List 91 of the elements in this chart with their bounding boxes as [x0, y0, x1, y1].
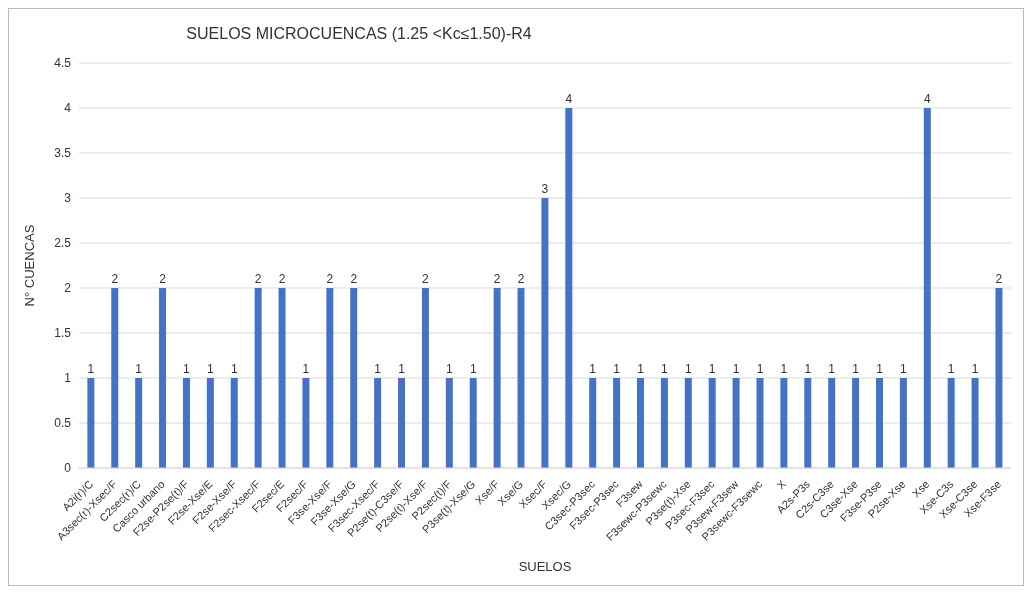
y-tick-label: 4.5	[54, 56, 72, 71]
data-label: 2	[326, 272, 334, 286]
y-tick-label: 2.5	[54, 236, 72, 251]
bar	[469, 378, 477, 468]
data-label: 1	[87, 362, 95, 376]
data-label: 4	[923, 92, 931, 106]
data-label: 1	[732, 362, 740, 376]
bar	[947, 378, 955, 468]
data-label: 1	[135, 362, 143, 376]
y-tick-label: 3	[64, 191, 72, 206]
bar	[708, 378, 716, 468]
bar	[230, 378, 238, 468]
data-label: 1	[852, 362, 860, 376]
y-tick-label: 4	[64, 101, 72, 116]
bar	[421, 288, 429, 468]
data-label: 2	[254, 272, 262, 286]
bar	[87, 378, 95, 468]
bar	[398, 378, 406, 468]
bar	[159, 288, 167, 468]
bar	[732, 378, 740, 468]
data-label: 1	[971, 362, 979, 376]
y-tick-label: 0.5	[54, 416, 72, 431]
data-label: 1	[469, 362, 477, 376]
bar	[589, 378, 597, 468]
bar	[278, 288, 286, 468]
data-label: 1	[708, 362, 716, 376]
bar	[541, 198, 549, 468]
data-label: 1	[374, 362, 382, 376]
bar	[756, 378, 764, 468]
data-label: 3	[541, 182, 549, 196]
y-tick-label: 0	[64, 461, 72, 476]
bar	[828, 378, 836, 468]
bar	[995, 288, 1003, 468]
y-tick-label: 1.5	[54, 326, 72, 341]
data-label: 1	[756, 362, 764, 376]
bar	[111, 288, 119, 468]
data-label: 1	[900, 362, 908, 376]
data-label: 2	[278, 272, 286, 286]
bar	[374, 378, 382, 468]
data-label: 1	[876, 362, 884, 376]
data-label: 1	[804, 362, 812, 376]
bar	[350, 288, 358, 468]
y-tick-label: 2	[64, 281, 72, 296]
bar	[182, 378, 190, 468]
data-label: 1	[828, 362, 836, 376]
chart-title: SUELOS MICROCUENCAS (1.25 <Kc≤1.50)-R4	[185, 25, 533, 43]
bar	[517, 288, 525, 468]
data-label: 1	[637, 362, 645, 376]
bar	[684, 378, 692, 468]
bar	[780, 378, 788, 468]
bar	[852, 378, 860, 468]
data-label: 1	[613, 362, 621, 376]
data-label: 2	[493, 272, 501, 286]
bar	[445, 378, 453, 468]
data-label: 2	[422, 272, 430, 286]
bar	[326, 288, 334, 468]
bar	[302, 378, 310, 468]
y-tick-label: 3.5	[54, 146, 72, 161]
bar	[637, 378, 645, 468]
bar	[565, 108, 573, 468]
x-axis-title: SUELOS	[518, 559, 572, 574]
data-label: 1	[445, 362, 453, 376]
data-label: 1	[780, 362, 788, 376]
data-label: 1	[230, 362, 238, 376]
data-label: 2	[350, 272, 358, 286]
data-label: 2	[111, 272, 119, 286]
bar	[923, 108, 931, 468]
data-label: 1	[684, 362, 692, 376]
data-label: 2	[995, 272, 1003, 286]
data-label: 1	[302, 362, 310, 376]
data-label: 1	[661, 362, 669, 376]
bar	[804, 378, 812, 468]
y-tick-label: 1	[64, 371, 72, 386]
bar	[206, 378, 214, 468]
data-label: 1	[183, 362, 191, 376]
data-label: 1	[947, 362, 955, 376]
bar	[493, 288, 501, 468]
data-label: 2	[159, 272, 167, 286]
data-label: 1	[589, 362, 597, 376]
bar	[875, 378, 883, 468]
data-label: 1	[398, 362, 406, 376]
data-label: 2	[517, 272, 525, 286]
bar	[899, 378, 907, 468]
bar	[660, 378, 668, 468]
bar	[613, 378, 621, 468]
bar	[254, 288, 262, 468]
y-axis-title: N° CUENCAS	[21, 224, 37, 307]
bar	[135, 378, 143, 468]
bar	[971, 378, 979, 468]
data-label: 4	[565, 92, 573, 106]
data-label: 1	[207, 362, 215, 376]
